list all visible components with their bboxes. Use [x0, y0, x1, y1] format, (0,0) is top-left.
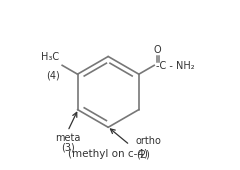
- Text: O: O: [153, 45, 161, 55]
- Text: -C - NH₂: -C - NH₂: [156, 61, 195, 71]
- Text: H₃C: H₃C: [41, 52, 59, 62]
- Text: (4): (4): [47, 70, 60, 80]
- Text: (2): (2): [136, 150, 150, 160]
- Text: meta: meta: [55, 133, 80, 143]
- Text: (3): (3): [61, 142, 75, 152]
- Text: ortho: ortho: [136, 136, 162, 146]
- Text: (methyl on c-4): (methyl on c-4): [68, 149, 148, 159]
